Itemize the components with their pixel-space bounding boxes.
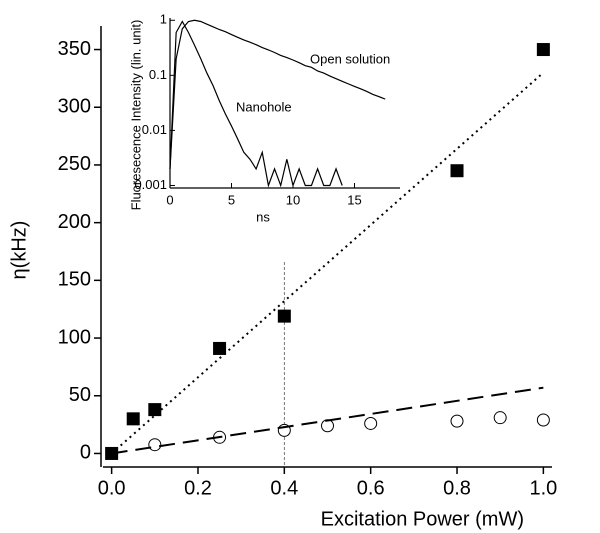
y-tick-label: 0.1 — [149, 67, 167, 82]
y-tick-label: 100 — [58, 326, 91, 348]
y-tick-label: 350 — [58, 38, 91, 60]
square-point — [450, 164, 464, 178]
y-tick-label: 0 — [80, 442, 91, 464]
inset-background — [170, 18, 400, 188]
x-tick-label: 0.8 — [443, 477, 471, 499]
x-tick-label: 0.4 — [270, 477, 298, 499]
annotation: Nanohole — [236, 99, 292, 114]
x-tick-label: 10 — [286, 192, 300, 207]
y-tick-label: 300 — [58, 96, 91, 118]
circle-point — [493, 411, 507, 425]
y-tick-label: 150 — [58, 269, 91, 291]
x-tick-label: 15 — [347, 192, 361, 207]
circle-point — [536, 413, 550, 427]
x-tick-label: 5 — [228, 192, 235, 207]
x-tick-label: 0.0 — [98, 477, 126, 499]
y-tick-label: 1 — [160, 12, 167, 27]
x-tick-label: 0 — [166, 192, 173, 207]
circle-point — [450, 414, 464, 428]
x-tick-label: 1.0 — [529, 477, 557, 499]
x-axis-label: Excitation Power (mW) — [321, 508, 524, 530]
square-point — [277, 309, 291, 323]
square-point — [213, 341, 227, 355]
y-tick-label: 0.01 — [142, 122, 167, 137]
y-tick-label: 0.001 — [134, 177, 167, 192]
circle-point — [148, 438, 162, 452]
inset-x-label: ns — [256, 209, 270, 224]
x-tick-label: 0.2 — [184, 477, 212, 499]
x-tick-label: 0.6 — [357, 477, 385, 499]
square-point — [148, 403, 162, 417]
circle-point — [364, 416, 378, 430]
fit-line — [111, 386, 544, 455]
y-axis-label: η(kHz) — [8, 221, 30, 280]
decay-curve — [169, 19, 386, 169]
decay-curve — [169, 20, 343, 188]
y-tick-label: 50 — [69, 384, 91, 406]
square-point — [126, 412, 140, 426]
square-point — [536, 43, 550, 57]
y-tick-label: 200 — [58, 211, 91, 233]
annotation: Open solution — [310, 51, 390, 66]
y-tick-label: 250 — [58, 153, 91, 175]
inset-y-label: Fluoresecence Intensity (lin. unit) — [128, 20, 143, 211]
